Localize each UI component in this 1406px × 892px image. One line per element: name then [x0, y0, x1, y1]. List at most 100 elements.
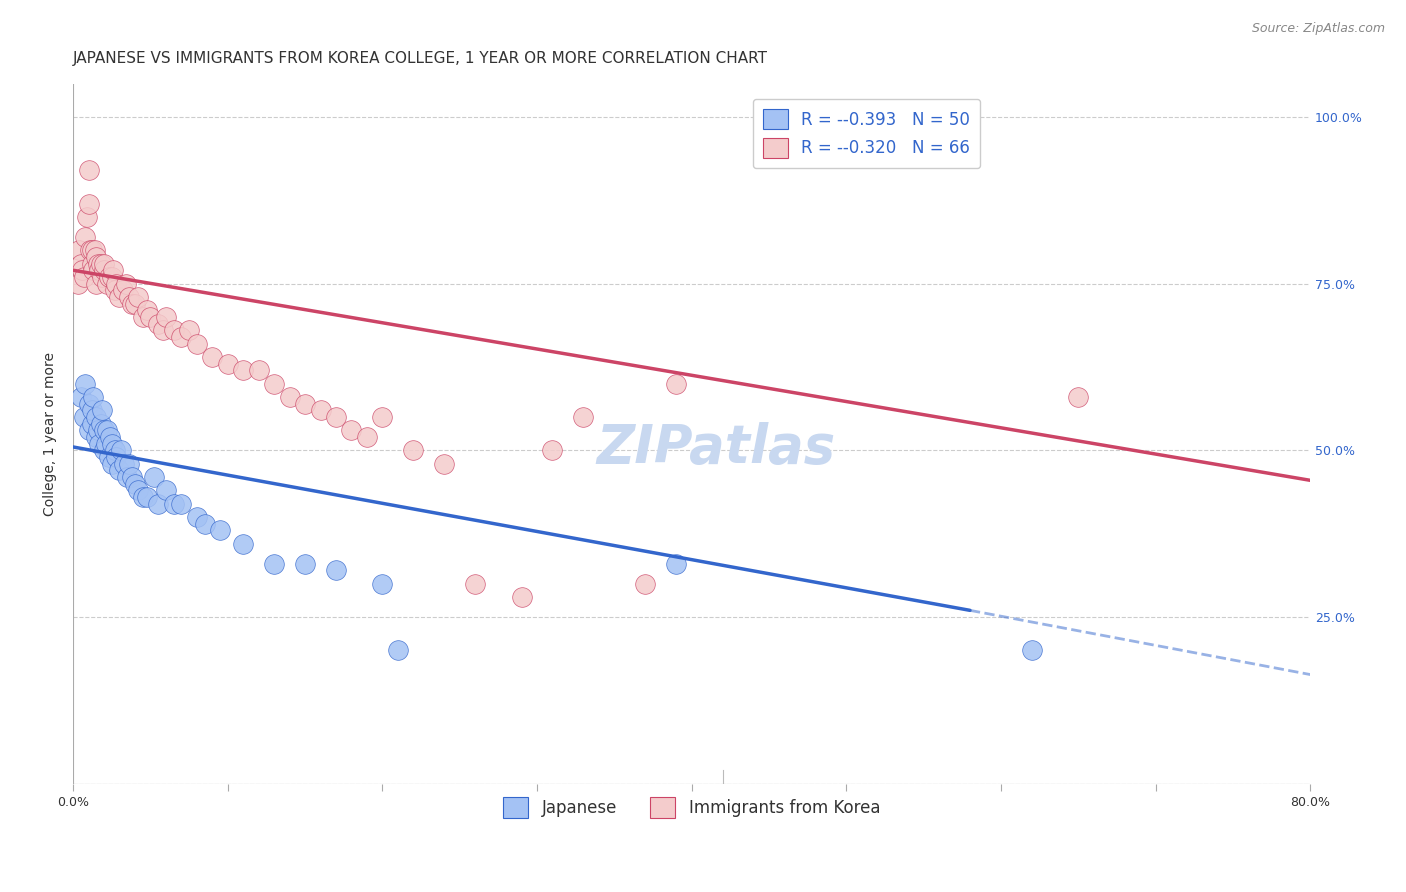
Point	[97, 269, 120, 284]
Point	[131, 490, 153, 504]
Point	[294, 396, 316, 410]
Point	[340, 423, 363, 437]
Point	[111, 283, 134, 297]
Point	[96, 277, 118, 291]
Point	[108, 290, 131, 304]
Point	[278, 390, 301, 404]
Point	[232, 363, 254, 377]
Point	[77, 196, 100, 211]
Point	[77, 163, 100, 178]
Point	[80, 403, 103, 417]
Point	[131, 310, 153, 324]
Point	[433, 457, 456, 471]
Text: Source: ZipAtlas.com: Source: ZipAtlas.com	[1251, 22, 1385, 36]
Point	[162, 323, 184, 337]
Point	[80, 244, 103, 258]
Point	[1067, 390, 1090, 404]
Point	[75, 230, 97, 244]
Point	[118, 290, 141, 304]
Point	[136, 303, 159, 318]
Point	[371, 576, 394, 591]
Point	[139, 310, 162, 324]
Point	[572, 409, 595, 424]
Point	[103, 263, 125, 277]
Point	[294, 557, 316, 571]
Text: JAPANESE VS IMMIGRANTS FROM KOREA COLLEGE, 1 YEAR OR MORE CORRELATION CHART: JAPANESE VS IMMIGRANTS FROM KOREA COLLEG…	[73, 51, 768, 66]
Point	[108, 463, 131, 477]
Point	[510, 590, 533, 604]
Point	[75, 376, 97, 391]
Point	[387, 643, 409, 657]
Point	[100, 436, 122, 450]
Point	[84, 430, 107, 444]
Point	[93, 263, 115, 277]
Point	[177, 323, 200, 337]
Point	[371, 409, 394, 424]
Point	[90, 256, 112, 270]
Point	[118, 457, 141, 471]
Point	[136, 490, 159, 504]
Point	[115, 470, 138, 484]
Text: ZIPatlas: ZIPatlas	[596, 422, 837, 474]
Point	[80, 256, 103, 270]
Point	[263, 557, 285, 571]
Point	[263, 376, 285, 391]
Point	[98, 430, 121, 444]
Point	[127, 483, 149, 498]
Point	[217, 357, 239, 371]
Point	[124, 296, 146, 310]
Point	[73, 269, 96, 284]
Point	[93, 256, 115, 270]
Point	[84, 250, 107, 264]
Point	[84, 409, 107, 424]
Point	[69, 390, 91, 404]
Point	[110, 443, 132, 458]
Point	[127, 290, 149, 304]
Point	[1021, 643, 1043, 657]
Point	[73, 409, 96, 424]
Point	[77, 396, 100, 410]
Point	[100, 269, 122, 284]
Point	[155, 310, 177, 324]
Point	[80, 417, 103, 431]
Point	[121, 470, 143, 484]
Point	[142, 470, 165, 484]
Point	[186, 510, 208, 524]
Point	[464, 576, 486, 591]
Point	[193, 516, 215, 531]
Point	[162, 497, 184, 511]
Point	[155, 483, 177, 498]
Point	[67, 244, 90, 258]
Point	[208, 524, 231, 538]
Point	[83, 244, 105, 258]
Point	[104, 443, 127, 458]
Legend: Japanese, Immigrants from Korea: Japanese, Immigrants from Korea	[496, 790, 887, 824]
Point	[89, 436, 111, 450]
Point	[152, 323, 174, 337]
Point	[121, 296, 143, 310]
Point	[201, 350, 224, 364]
Point	[105, 277, 128, 291]
Point	[170, 497, 193, 511]
Point	[91, 403, 114, 417]
Point	[79, 244, 101, 258]
Point	[87, 256, 110, 270]
Point	[325, 409, 347, 424]
Point	[82, 263, 104, 277]
Point	[82, 390, 104, 404]
Point	[247, 363, 270, 377]
Point	[146, 317, 169, 331]
Point	[77, 423, 100, 437]
Point	[665, 376, 688, 391]
Point	[94, 436, 117, 450]
Point	[112, 457, 135, 471]
Point	[93, 423, 115, 437]
Point	[309, 403, 332, 417]
Point	[186, 336, 208, 351]
Point	[89, 263, 111, 277]
Point	[634, 576, 657, 591]
Point	[541, 443, 564, 458]
Y-axis label: College, 1 year or more: College, 1 year or more	[44, 351, 58, 516]
Point	[325, 563, 347, 577]
Point	[76, 210, 98, 224]
